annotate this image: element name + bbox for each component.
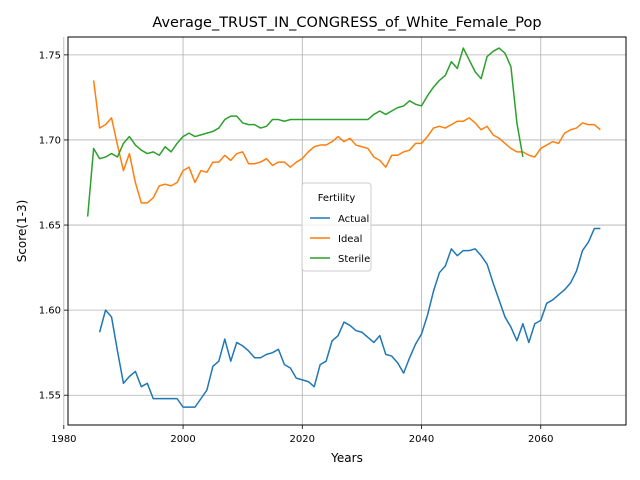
x-tick-label: 1980 bbox=[51, 434, 76, 445]
y-tick-label: 1.60 bbox=[39, 306, 61, 317]
series-lines bbox=[86, 47, 601, 408]
chart-title: Average_TRUST_IN_CONGRESS_of_White_Femal… bbox=[152, 15, 541, 31]
legend-label-sterile: Sterile bbox=[338, 254, 370, 265]
legend-label-actual: Actual bbox=[338, 214, 369, 225]
axis-ticks: 1980 2000 2020 2040 2060 1.55 1.60 1.65 1.70 1.75 bbox=[39, 50, 554, 445]
x-tick-label: 2040 bbox=[409, 434, 434, 445]
x-axis-label: Years bbox=[330, 451, 363, 465]
x-tick-label: 2020 bbox=[290, 434, 315, 445]
y-axis-label: Score(1-3) bbox=[15, 200, 29, 263]
y-tick-label: 1.75 bbox=[39, 50, 61, 61]
x-tick-label: 2000 bbox=[170, 434, 195, 445]
y-tick-label: 1.55 bbox=[39, 391, 61, 402]
legend-box bbox=[301, 182, 372, 272]
legend: Fertility Actual Ideal Sterile bbox=[301, 182, 372, 272]
series-line-actual bbox=[98, 227, 601, 408]
series-line-sterile bbox=[86, 47, 524, 217]
y-tick-label: 1.65 bbox=[39, 221, 61, 232]
plot-area bbox=[67, 36, 627, 426]
legend-title: Fertility bbox=[318, 193, 356, 204]
legend-label-ideal: Ideal bbox=[338, 234, 362, 245]
x-tick-label: 2060 bbox=[528, 434, 553, 445]
y-tick-label: 1.70 bbox=[39, 135, 61, 146]
series-line-ideal bbox=[92, 80, 601, 204]
